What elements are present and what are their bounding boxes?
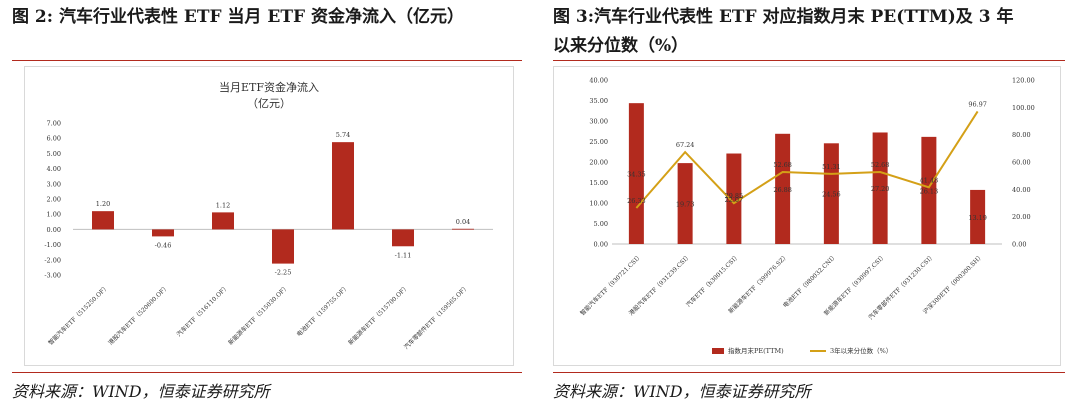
y-left-tick-label: 0.00 [594,241,608,249]
bar [272,229,294,264]
line-data-label: 96.97 [968,100,987,108]
line-data-label: 51.31 [822,163,841,171]
y-tick-label: 4.00 [47,165,61,173]
right-title-rule [553,60,1065,61]
x-tick-label: 港股汽车ETF（520600.OF） [106,283,170,347]
bar-data-label: 26.13 [920,187,939,195]
bar [628,103,644,244]
left-chart: 当月ETF资金净流入 （亿元） -3.00 -2.00 -1.00 0.00 1.00 2.0… [44,80,493,351]
right-source-rule [553,372,1065,373]
bar [332,142,354,230]
legend-label-line: 3年以来分位数（%） [830,346,892,355]
bar-data-label: 27.20 [871,185,890,193]
bar [823,143,839,244]
y-tick-label: 2.00 [47,196,61,204]
data-label: -2.25 [275,269,292,277]
left-source: 资料来源：WIND，恒泰证券研究所 [12,382,270,401]
bar [392,229,414,247]
y-tick-label: 6.00 [47,135,61,143]
y-tick-label: 0.00 [47,226,61,234]
bar [677,163,693,244]
left-title-rule [12,60,522,61]
chart-title: 当月ETF资金净流入 [219,80,319,94]
left-source-rule [12,372,522,373]
right-chart: 0.00 5.00 10.00 15.00 20.00 25.00 30.00 35.00 40… [578,77,1035,356]
line-data-label: 29.85 [725,192,744,200]
bar-data-label: 24.56 [822,191,841,199]
y-right-tick-label: 20.00 [1012,213,1031,221]
line-data-label: 41.48 [920,176,939,184]
y-right-tick-label: 120.00 [1012,77,1035,85]
data-label: 1.20 [96,200,110,208]
y-left-tick-label: 5.00 [594,220,608,228]
x-tick-label: 电池ETF（980032.CNI） [781,252,839,310]
right-figure-title-line2: 以来分位数（%） [553,36,689,56]
y-left-tick-label: 25.00 [589,138,608,146]
data-label: 5.74 [336,131,350,139]
y-left-tick-label: 10.00 [589,200,608,208]
y-left-tick-label: 40.00 [589,77,608,85]
bar [92,211,114,230]
bar [872,132,888,244]
data-label: -0.46 [155,241,172,249]
y-right-tick-label: 60.00 [1012,159,1031,167]
bar [152,229,174,237]
x-tick-label: 汽车零部件ETF（159565.OF） [402,283,470,351]
bar [921,136,937,244]
y-left-tick-label: 35.00 [589,97,608,105]
left-figure-title: 图 2: 汽车行业代表性 ETF 当月 ETF 资金净流入（亿元） [12,7,464,27]
y-right-tick-label: 0.00 [1012,241,1026,249]
data-label: 0.04 [456,218,470,226]
left-chart-box: 当月ETF资金净流入 （亿元） -3.00 -2.00 -1.00 0.00 1.00 2.0… [24,66,514,366]
legend-swatch-bar [712,348,724,354]
x-tick-label: 新能源车ETF（515030.OF） [226,283,290,347]
right-figure-title-line1: 图 3:汽车行业代表性 ETF 对应指数月末 PE(TTM)及 3 年 [553,7,1014,27]
bar-data-label: 26.88 [773,186,792,194]
x-tick-label: 汽车ETF（516110.OF） [175,283,230,338]
right-source: 资料来源：WIND，恒泰证券研究所 [553,382,811,401]
y-left-tick-label: 15.00 [589,179,608,187]
bar-data-label: 34.35 [627,171,646,179]
y-left-tick-label: 30.00 [589,118,608,126]
y-tick-label: 7.00 [47,120,61,128]
x-tick-label: 智能汽车ETF（515250.OF） [46,283,110,347]
legend-label-bar: 指数月末PE(TTM) [728,346,784,355]
y-tick-label: 1.00 [47,211,61,219]
y-tick-label: -3.00 [44,272,61,280]
bar-data-label: 13.19 [968,214,987,222]
bar [726,153,742,244]
bar-data-label: 22.07 [725,196,744,204]
percentile-line [635,110,979,209]
y-right-tick-label: 40.00 [1012,186,1031,194]
bar [452,228,474,230]
data-label: -1.11 [395,251,412,259]
y-right-tick-label: 100.00 [1012,104,1035,112]
chart-subtitle: （亿元） [247,97,291,110]
line-data-label: 67.24 [676,141,695,149]
line-data-label: 52.68 [773,161,792,169]
y-left-tick-label: 20.00 [589,159,608,167]
line-data-label: 52.68 [871,161,890,169]
bar [775,133,791,244]
x-tick-label: 电池ETF（159755.OF） [295,283,350,338]
bar [212,212,234,230]
data-label: 1.12 [216,201,230,209]
x-tick-label: 汽车ETF（h30015.CSI） [684,252,741,309]
line-data-label: 26.33 [627,197,646,205]
y-right-tick-label: 80.00 [1012,131,1031,139]
x-tick-label: 新能源车ETF（515700.OF） [346,283,410,347]
y-tick-label: -2.00 [44,256,61,264]
y-tick-label: 5.00 [47,150,61,158]
bar [970,189,986,244]
y-tick-label: -1.00 [44,241,61,249]
y-tick-label: 3.00 [47,180,61,188]
right-chart-box: 0.00 5.00 10.00 15.00 20.00 25.00 30.00 35.00 40… [553,66,1061,366]
bar-data-label: 19.73 [676,201,695,209]
